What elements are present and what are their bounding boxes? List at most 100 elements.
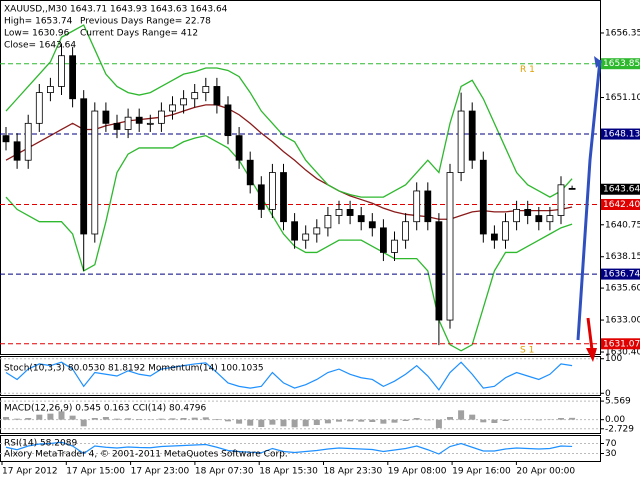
histogram-bar (80, 419, 87, 427)
indicator-line (5, 24, 573, 198)
level-label: 1648.13 (603, 130, 640, 140)
histogram-bar (535, 419, 542, 421)
histogram-bar (569, 417, 576, 420)
y-tick-label: 70 (605, 439, 617, 449)
histogram-bar (358, 419, 365, 422)
candle-body (479, 159, 487, 235)
histogram-bar (280, 419, 287, 427)
histogram-bar (213, 419, 220, 420)
candle-body (124, 116, 132, 130)
level-box (601, 198, 640, 210)
x-tick-label: 20 Apr 00:00 (516, 467, 575, 477)
y-tick-label: 5.569 (605, 397, 631, 407)
histogram-bar (125, 418, 132, 420)
y-tick-label: 1633.00 (605, 316, 640, 326)
y-tick-label: 1640.75 (605, 220, 640, 230)
candle-body (113, 122, 121, 130)
copyright: Alxory MetaTrader 4, © 2001-2011 MetaQuo… (4, 450, 288, 460)
candle-body (468, 110, 476, 161)
blue-arrow (576, 59, 602, 341)
histogram-bar (25, 418, 32, 420)
candle-body (35, 92, 43, 124)
candle-body (157, 110, 165, 124)
candle-body (2, 135, 10, 143)
candle-body (135, 116, 143, 124)
candle-body (457, 110, 465, 173)
header-line: Low= 1630.96 (4, 29, 70, 39)
candle-body (513, 209, 520, 223)
histogram-bar (236, 419, 243, 424)
x-tick-label: 17 Apr 23:00 (131, 467, 190, 477)
level-label: 1653.85 (603, 59, 640, 69)
candle-body (213, 86, 221, 106)
level-annotation: S 1 (520, 345, 534, 355)
rsi-panel (0, 435, 601, 462)
histogram-bar (69, 415, 76, 420)
level-box (601, 338, 640, 350)
price-label: 1643.64 (603, 185, 640, 195)
histogram-bar (114, 418, 120, 420)
candle-body (24, 122, 32, 161)
histogram-bar (191, 417, 198, 420)
histogram-bar (225, 419, 231, 422)
header-line: XAUUSD,,M30 1643.71 1643.93 1643.63 1643… (4, 5, 228, 15)
candle-body (335, 209, 343, 216)
y-tick-label: 0.00 (605, 415, 625, 425)
candle-body (291, 221, 299, 241)
histogram-bar (491, 419, 498, 423)
candle-body (280, 172, 287, 223)
histogram-bar (447, 417, 453, 420)
candle-body (13, 141, 21, 161)
histogram-bar (47, 413, 54, 420)
candle-body (568, 187, 576, 190)
histogram-bar (202, 417, 209, 420)
x-tick-label: 17 Apr 15:00 (66, 467, 125, 477)
histogram-bar (36, 414, 43, 420)
y-tick-label: 100 (605, 354, 622, 364)
histogram-bar (502, 419, 509, 421)
candle-body (524, 209, 532, 216)
histogram-bar (313, 419, 320, 425)
candle-body (413, 190, 421, 223)
histogram-bar (424, 419, 431, 421)
candle-body (180, 98, 188, 106)
y-tick-label: 1638.15 (605, 252, 640, 262)
candle-body (58, 55, 65, 87)
histogram-bar (336, 419, 342, 422)
level-box (601, 128, 640, 140)
candle-body (368, 221, 376, 229)
level-label: 1642.40 (603, 200, 640, 210)
indicator-line (5, 134, 573, 352)
histogram-bar (169, 418, 176, 420)
candle-body (302, 233, 310, 241)
level-label: 1631.07 (603, 339, 640, 349)
y-tick-label: 1630.40 (605, 348, 640, 358)
histogram-bar (558, 418, 564, 420)
histogram-bar (347, 419, 354, 422)
red-arrow (586, 317, 594, 351)
histogram-bar (391, 419, 398, 423)
panel-label: MACD(12,26,9) 0.545 0.163 CCI(14) 80.479… (4, 404, 207, 414)
y-tick-label: 0 (605, 389, 611, 399)
panel-label: RSI(14) 58.2089 (4, 439, 77, 449)
histogram-bar (269, 419, 276, 425)
candle-body (346, 209, 354, 216)
candle-body (535, 215, 543, 223)
candle-body (146, 122, 154, 125)
histogram-bar (480, 419, 487, 423)
candle-body (435, 221, 443, 321)
histogram-bar (258, 419, 265, 427)
candle-body (224, 104, 232, 137)
x-tick-label: 19 Apr 16:00 (452, 467, 511, 477)
y-tick-label: 30 (605, 449, 617, 459)
candle-body (257, 184, 265, 210)
level-box (601, 58, 640, 70)
candle-body (102, 110, 110, 124)
arrow-head (594, 56, 602, 68)
histogram-bar (402, 419, 409, 421)
candle-body (235, 135, 243, 161)
histogram-bar (458, 410, 465, 420)
candle-body (191, 92, 199, 100)
arrow-head (586, 348, 597, 362)
